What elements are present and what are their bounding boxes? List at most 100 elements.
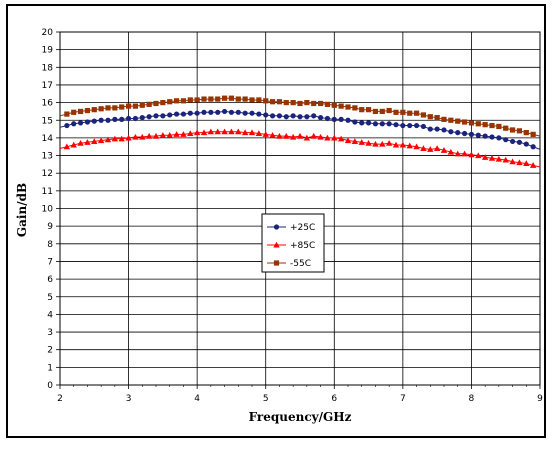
data-point-plusminus-25c xyxy=(379,121,385,127)
data-point-plusminus-85c xyxy=(139,133,146,140)
data-point-minus-55c xyxy=(413,110,420,116)
data-point-plusminus-85c xyxy=(488,154,496,161)
y-tick-label: 6 xyxy=(47,275,53,285)
data-point-plusminus-25c xyxy=(187,110,193,116)
data-point-plusminus-25c xyxy=(64,122,70,129)
data-point-plusminus-25c xyxy=(132,115,139,122)
data-point-plusminus-85c xyxy=(516,159,523,166)
y-tick-label: 10 xyxy=(42,205,54,215)
data-point-minus-55c xyxy=(516,128,523,134)
data-point-plusminus-85c xyxy=(296,132,304,139)
data-point-plusminus-25c xyxy=(523,141,529,147)
data-point-plusminus-85c xyxy=(283,132,290,139)
data-point-minus-55c xyxy=(509,127,516,133)
data-point-plusminus-85c xyxy=(193,129,201,136)
data-point-plusminus-25c xyxy=(71,121,77,127)
data-point-plusminus-25c xyxy=(434,126,440,132)
data-point-minus-55c xyxy=(441,116,447,122)
data-point-plusminus-85c xyxy=(77,139,84,146)
y-tick-label: 19 xyxy=(42,46,54,56)
data-point-minus-55c xyxy=(221,95,228,101)
data-point-minus-55c xyxy=(311,100,317,107)
data-point-plusminus-25c xyxy=(427,126,433,132)
data-point-minus-55c xyxy=(379,108,385,115)
data-point-plusminus-25c xyxy=(160,113,166,119)
y-tick-label: 0 xyxy=(47,381,53,391)
data-point-plusminus-25c xyxy=(256,111,262,117)
data-point-minus-55c xyxy=(489,122,495,129)
y-axis-title: Gain/dB xyxy=(15,183,29,237)
y-tick-label: 3 xyxy=(47,328,53,338)
data-point-plusminus-25c xyxy=(215,109,221,115)
x-axis-title: Frequency/GHz xyxy=(249,410,352,424)
data-point-plusminus-85c xyxy=(324,134,331,141)
data-point-plusminus-85c xyxy=(173,131,180,137)
data-point-minus-55c xyxy=(372,108,379,115)
data-point-plusminus-85c xyxy=(91,138,98,144)
data-point-minus-55c xyxy=(256,97,262,103)
data-point-plusminus-25c xyxy=(208,109,214,115)
legend-box xyxy=(261,213,325,273)
data-point-plusminus-25c xyxy=(125,115,132,122)
data-point-minus-55c xyxy=(393,109,399,115)
data-point-plusminus-85c xyxy=(289,133,297,140)
data-point-plusminus-85c xyxy=(255,130,263,137)
data-point-plusminus-85c xyxy=(104,136,112,143)
data-point-minus-55c xyxy=(208,96,214,102)
data-point-plusminus-85c xyxy=(145,132,153,139)
data-point-plusminus-85c xyxy=(132,133,139,140)
data-point-plusminus-25c xyxy=(84,119,91,125)
data-point-plusminus-25c xyxy=(482,133,488,139)
data-point-plusminus-25c xyxy=(242,110,248,116)
data-point-plusminus-25c xyxy=(304,114,310,120)
data-point-plusminus-25c xyxy=(503,137,509,143)
data-point-plusminus-25c xyxy=(475,132,481,138)
data-point-plusminus-25c xyxy=(345,117,351,123)
data-point-plusminus-25c xyxy=(468,131,475,137)
data-point-minus-55c xyxy=(468,120,475,126)
data-point-minus-55c xyxy=(201,96,207,102)
y-tick-label: 12 xyxy=(42,169,53,179)
data-point-plusminus-85c xyxy=(385,139,393,146)
y-tick-label: 9 xyxy=(47,222,53,232)
data-point-plusminus-85c xyxy=(372,140,379,147)
data-point-plusminus-85c xyxy=(262,131,269,137)
legend-marker-minus-55c xyxy=(273,260,280,266)
data-point-minus-55c xyxy=(482,122,488,128)
data-point-plusminus-85c xyxy=(207,128,215,135)
data-point-minus-55c xyxy=(324,101,331,107)
y-tick-label: 16 xyxy=(42,99,54,109)
legend-label-minus-55c: -55C xyxy=(290,259,311,269)
data-point-plusminus-85c xyxy=(447,148,455,155)
x-tick-label: 5 xyxy=(263,394,269,404)
data-point-plusminus-85c xyxy=(344,137,352,144)
data-point-plusminus-85c xyxy=(427,146,434,152)
data-point-plusminus-85c xyxy=(248,129,256,136)
data-point-minus-55c xyxy=(215,96,221,102)
data-point-minus-55c xyxy=(249,97,255,103)
data-point-minus-55c xyxy=(365,107,372,113)
data-point-plusminus-85c xyxy=(241,129,249,136)
data-point-minus-55c xyxy=(139,102,145,108)
data-point-plusminus-85c xyxy=(468,151,475,158)
data-point-plusminus-25c xyxy=(365,120,372,126)
data-point-minus-55c xyxy=(235,96,241,102)
x-tick-label: 7 xyxy=(400,394,406,404)
data-point-plusminus-85c xyxy=(337,135,345,142)
data-point-plusminus-25c xyxy=(489,134,495,140)
data-point-minus-55c xyxy=(461,119,468,125)
data-point-plusminus-85c xyxy=(461,150,468,157)
data-point-plusminus-25c xyxy=(372,121,379,127)
data-point-minus-55c xyxy=(448,117,454,123)
y-tick-label: 20 xyxy=(42,28,54,38)
data-point-plusminus-85c xyxy=(502,156,509,163)
data-point-plusminus-85c xyxy=(125,134,132,141)
data-point-plusminus-85c xyxy=(187,130,194,137)
data-point-minus-55c xyxy=(112,105,118,111)
data-point-plusminus-85c xyxy=(529,162,537,168)
data-point-minus-55c xyxy=(91,107,97,113)
data-point-plusminus-25c xyxy=(201,109,207,115)
data-point-minus-55c xyxy=(530,131,536,137)
data-point-minus-55c xyxy=(269,99,276,105)
